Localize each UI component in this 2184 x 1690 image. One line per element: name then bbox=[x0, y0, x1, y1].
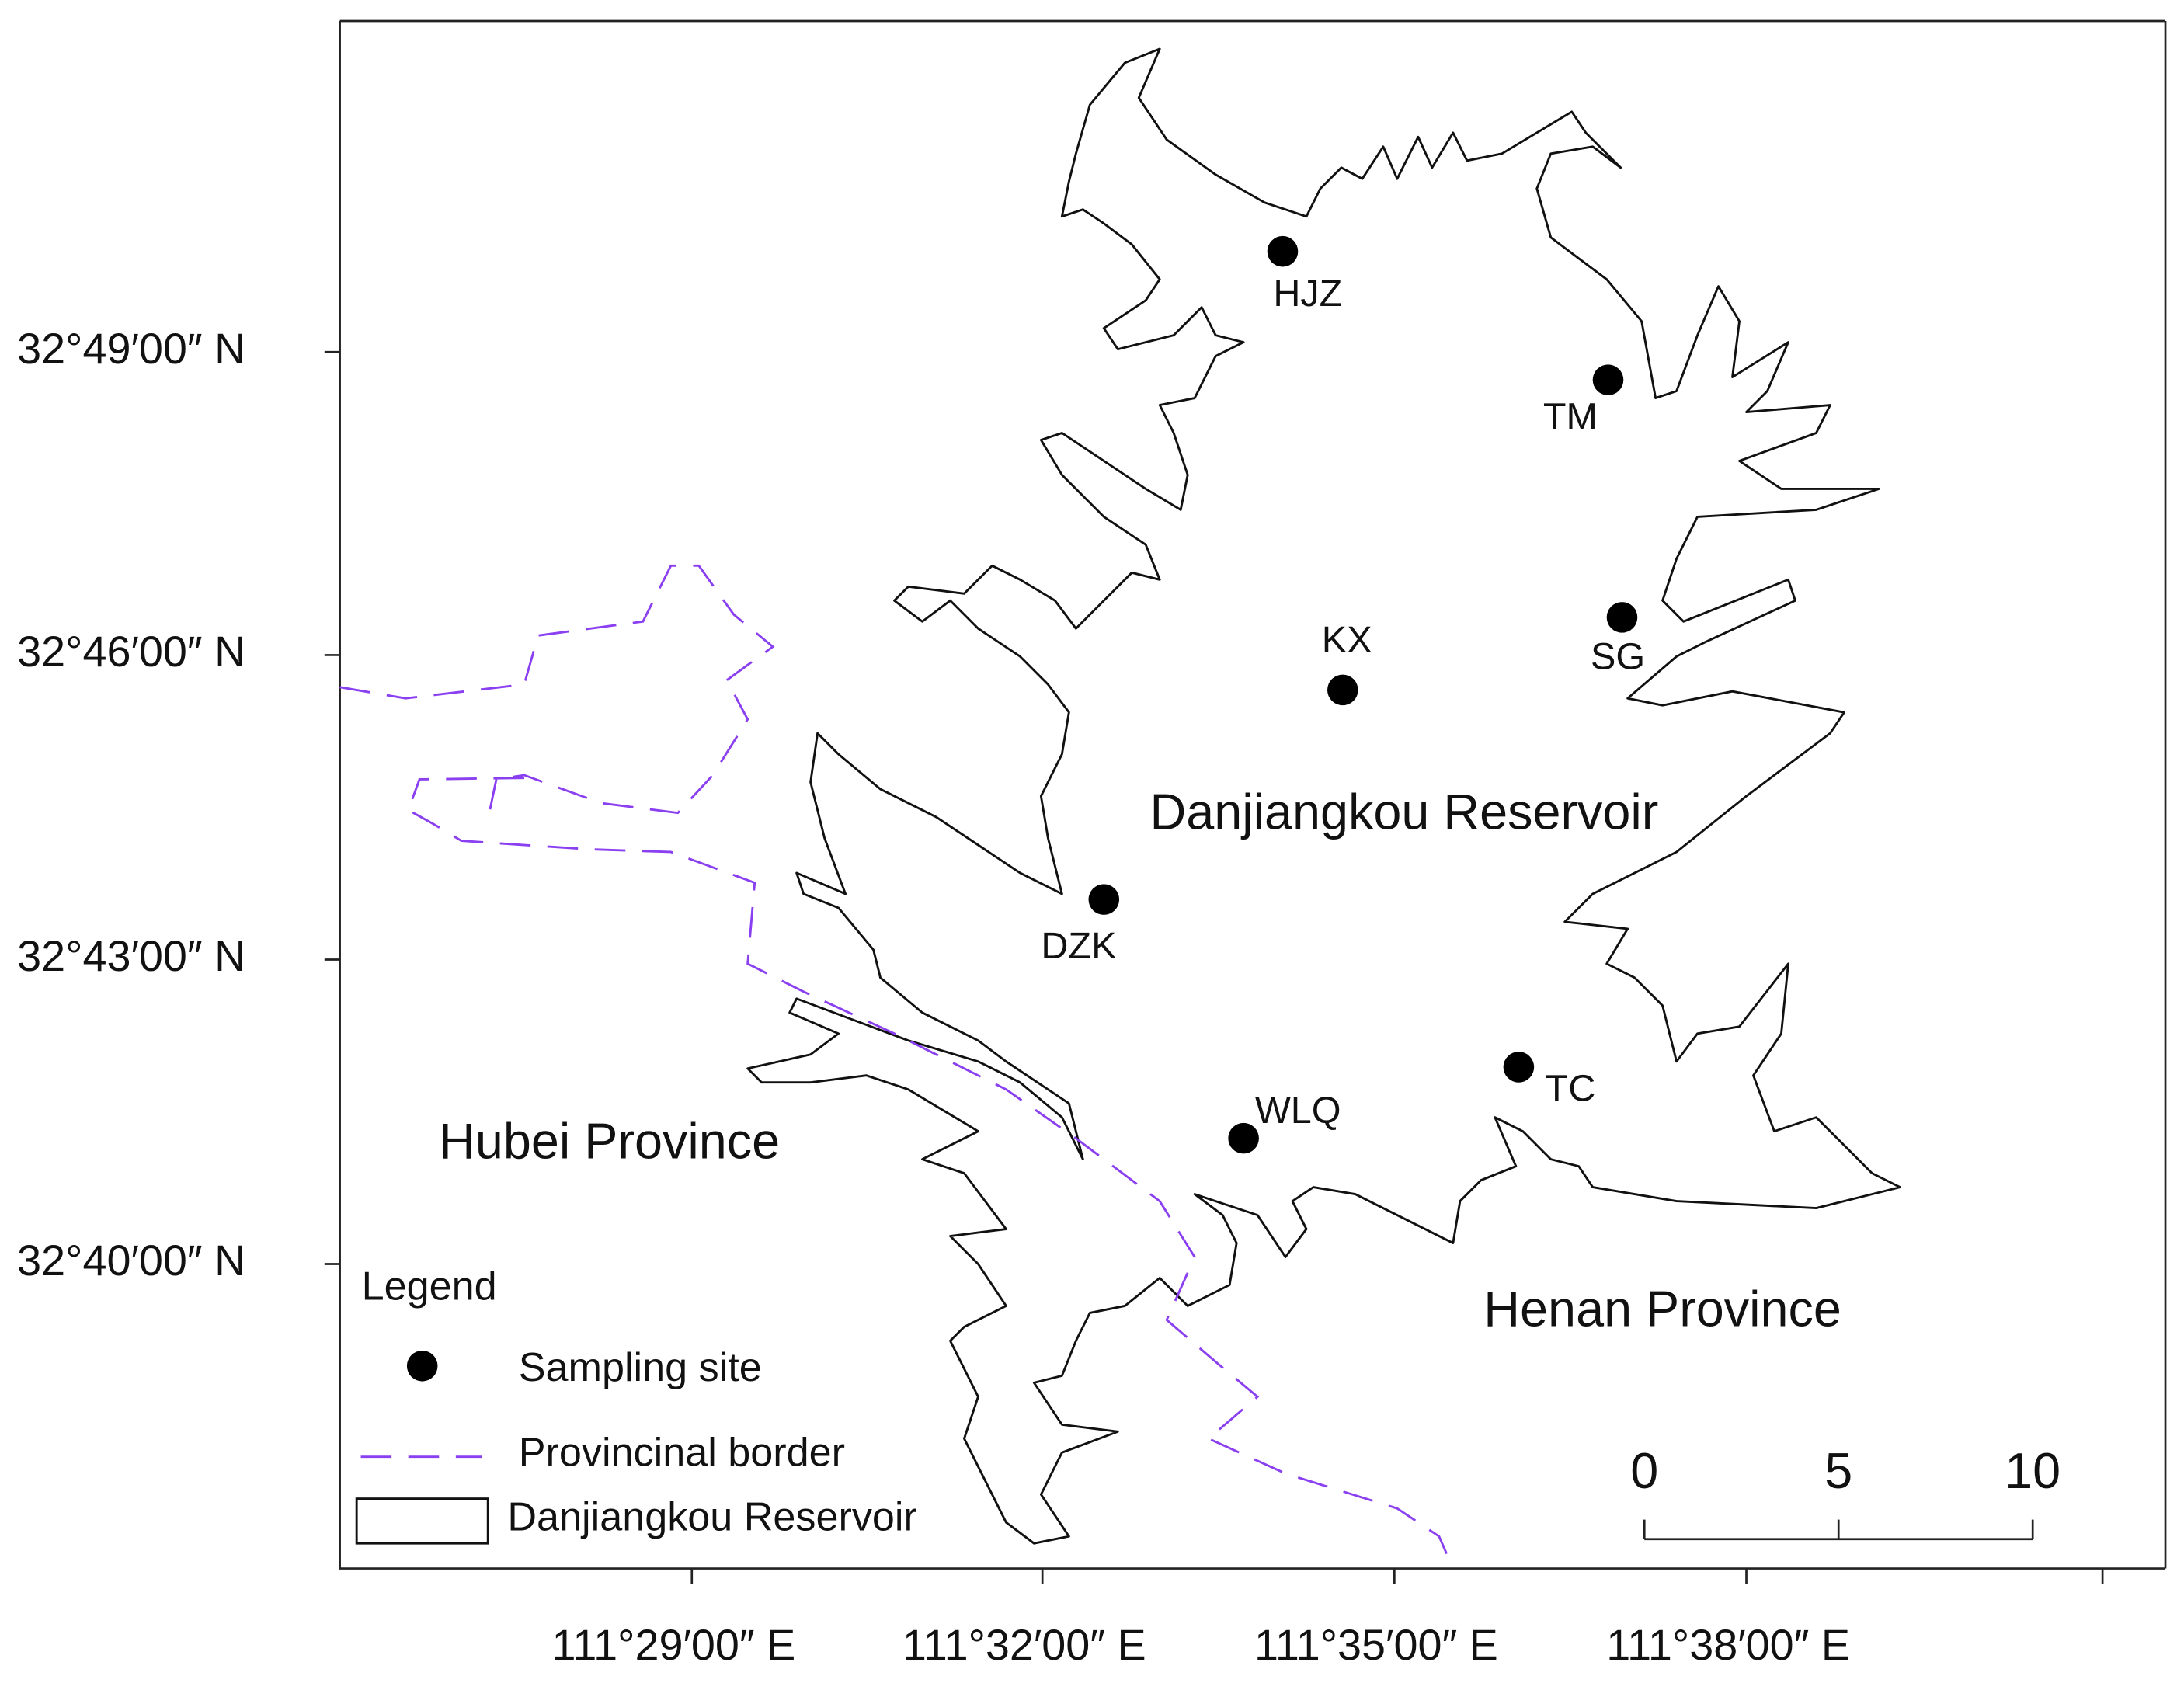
y-axis-label: 32°40′00″ N bbox=[17, 1236, 245, 1285]
scale-bar-label: 10 bbox=[2005, 1442, 2061, 1499]
region-label: Henan Province bbox=[1483, 1281, 1841, 1337]
y-axis-label: 32°46′00″ N bbox=[17, 628, 245, 676]
y-axis-label: 32°49′00″ N bbox=[17, 325, 245, 373]
sampling-site bbox=[1592, 364, 1624, 395]
x-axis-label: 111°38′00″ E bbox=[1606, 1621, 1850, 1669]
legend-reservoir-symbol bbox=[355, 1497, 489, 1545]
region-label: Hubei Province bbox=[439, 1113, 780, 1170]
region-label: Danjiangkou Reservoir bbox=[1149, 783, 1658, 840]
sampling-site bbox=[1327, 674, 1358, 706]
site-label: TC bbox=[1546, 1067, 1596, 1109]
legend-title: Legend bbox=[362, 1264, 497, 1309]
legend-item: Sampling site bbox=[519, 1345, 762, 1390]
sampling-site bbox=[1503, 1052, 1535, 1083]
site-label: DZK bbox=[1041, 925, 1116, 967]
legend-item: Danjiangkou Reservoir bbox=[507, 1494, 916, 1539]
sampling-site bbox=[1228, 1122, 1259, 1154]
site-label: HJZ bbox=[1273, 273, 1342, 315]
sampling-site bbox=[1606, 602, 1638, 633]
sampling-site bbox=[1267, 235, 1299, 267]
site-label: TM bbox=[1543, 395, 1598, 437]
x-axis-label: 111°29′00″ E bbox=[551, 1621, 795, 1669]
site-label: WLQ bbox=[1255, 1090, 1341, 1132]
sampling-site bbox=[1088, 884, 1120, 915]
legend-item: Provincinal border bbox=[519, 1431, 845, 1476]
x-axis-label: 111°35′00″ E bbox=[1254, 1621, 1498, 1669]
reservoir-outline bbox=[746, 47, 1901, 1545]
scale-bar-label: 5 bbox=[1824, 1442, 1852, 1499]
x-axis-label: 111°32′00″ E bbox=[902, 1621, 1146, 1669]
provincial-border bbox=[339, 564, 1455, 1570]
y-axis-label: 32°43′00″ N bbox=[17, 932, 245, 980]
map-frame bbox=[339, 19, 2167, 1570]
generated: 32°49′00″ N 32°46′00″ N 32°43′00″ N 32°40′0… bbox=[17, 235, 2104, 1669]
site-label: SG bbox=[1591, 636, 1645, 678]
legend-site-symbol bbox=[406, 1351, 438, 1382]
scale-bar-label: 0 bbox=[1630, 1442, 1658, 1499]
site-label: KX bbox=[1322, 619, 1372, 661]
